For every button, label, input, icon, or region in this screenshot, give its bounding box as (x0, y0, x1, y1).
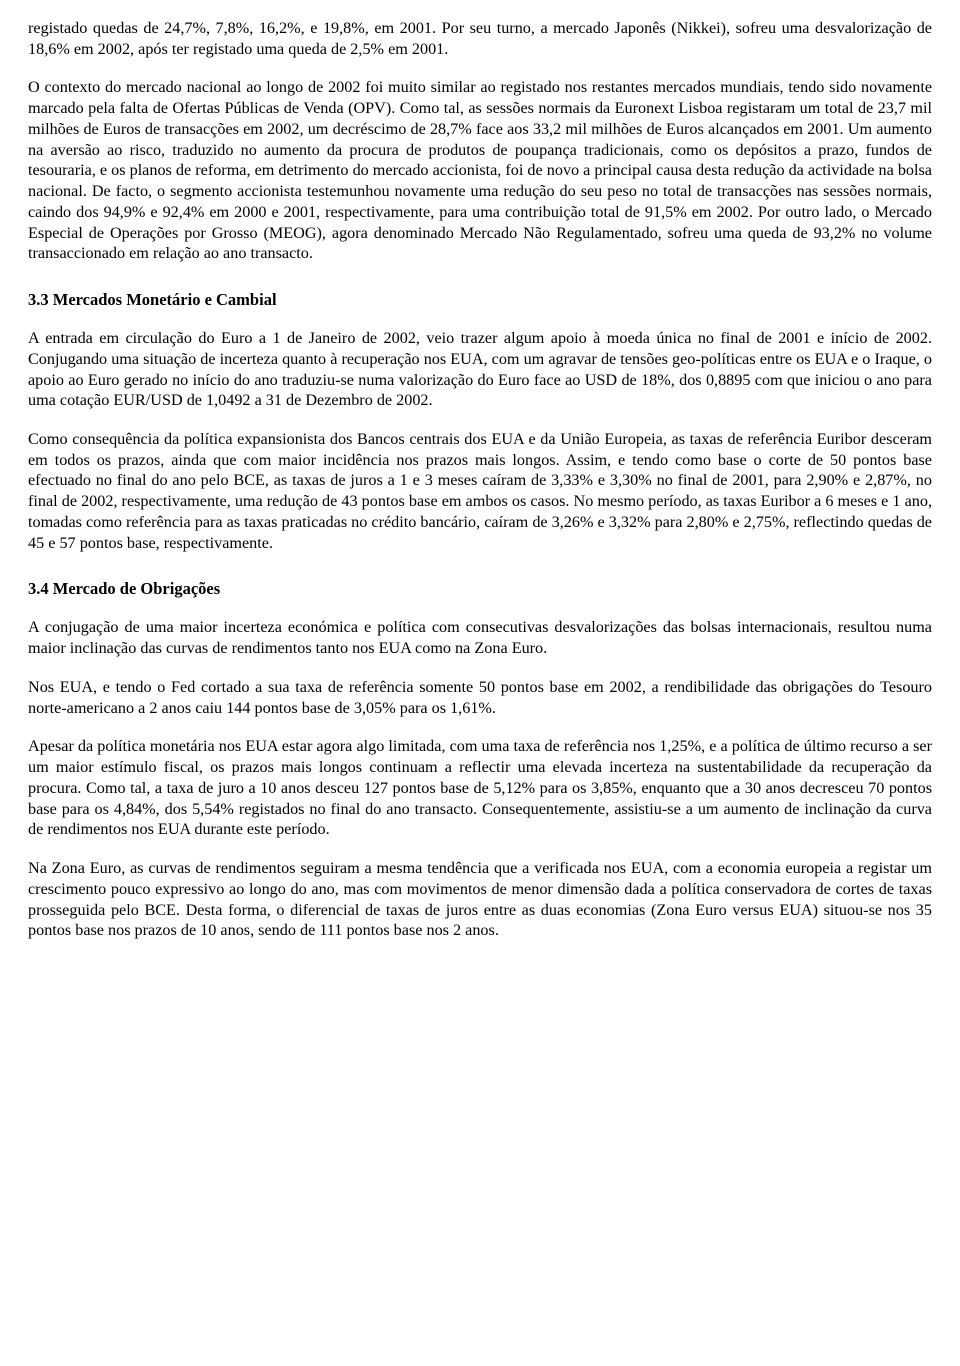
paragraph-national-market: O contexto do mercado nacional ao longo … (28, 77, 932, 264)
paragraph-us-monetary: Apesar da política monetária nos EUA est… (28, 736, 932, 840)
paragraph-us-fed: Nos EUA, e tendo o Fed cortado a sua tax… (28, 677, 932, 718)
paragraph-euro-entry: A entrada em circulação do Euro a 1 de J… (28, 328, 932, 411)
section-heading-3-4: 3.4 Mercado de Obrigações (28, 579, 932, 599)
paragraph-eurozone: Na Zona Euro, as curvas de rendimentos s… (28, 858, 932, 941)
paragraph-bond-market-intro: A conjugação de uma maior incerteza econ… (28, 617, 932, 658)
paragraph-intro: registado quedas de 24,7%, 7,8%, 16,2%, … (28, 18, 932, 59)
document-page: registado quedas de 24,7%, 7,8%, 16,2%, … (0, 0, 960, 999)
paragraph-euribor: Como consequência da política expansioni… (28, 429, 932, 553)
section-heading-3-3: 3.3 Mercados Monetário e Cambial (28, 290, 932, 310)
